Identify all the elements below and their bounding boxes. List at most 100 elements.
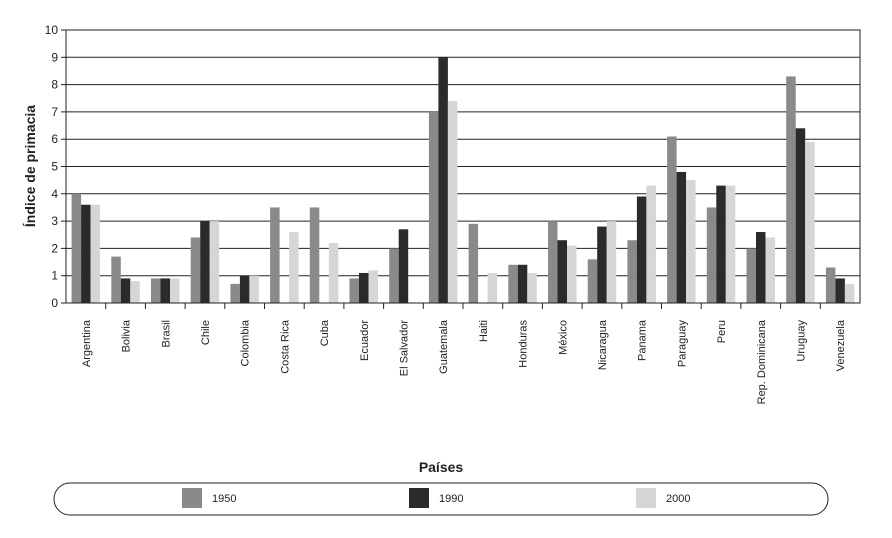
x-tick-label: Costa Rica	[279, 319, 291, 374]
y-axis-ticks: 0 1 2 3 4 5 6 7 8 9 10	[45, 23, 66, 310]
bar-1950	[667, 136, 677, 303]
bar-2000	[527, 272, 537, 303]
x-tick-label: Uruguay	[795, 320, 807, 362]
bar-2000	[130, 281, 140, 303]
bar-1990	[676, 171, 687, 303]
bar-2000	[844, 283, 855, 303]
bar-1950	[151, 278, 161, 303]
bar-1990	[359, 272, 369, 303]
bar-2000	[368, 270, 378, 303]
bars	[71, 57, 855, 304]
legend-label-2000: 2000	[666, 493, 690, 505]
x-tick-label: Paraguay	[676, 320, 688, 368]
bar-1950	[270, 207, 280, 303]
legend-swatch-1990	[409, 488, 429, 508]
x-tick-label: Bolivia	[121, 319, 133, 352]
x-tick-label: Chile	[200, 320, 212, 345]
legend-label-1950: 1950	[212, 493, 236, 505]
bar-2000	[209, 221, 220, 303]
y-axis-label: Índice de primacia	[22, 105, 38, 227]
bar-1990	[835, 278, 845, 303]
bar-2000	[686, 180, 696, 303]
plot-frame	[65, 29, 861, 304]
legend-swatch-2000	[636, 488, 656, 508]
bar-2000	[567, 245, 577, 303]
x-tick-label: Colombia	[240, 319, 252, 366]
bar-1950	[706, 207, 717, 303]
x-tick-label: Brasil	[160, 320, 172, 348]
bar-1990	[636, 196, 647, 303]
bar-2000	[725, 185, 736, 303]
legend: 1950 1990 2000	[53, 482, 829, 516]
bar-2000	[487, 272, 498, 303]
bar-1990	[756, 232, 766, 303]
bar-1950	[349, 278, 359, 303]
y-tick-label: 9	[51, 50, 58, 64]
x-tick-label: Nicaragua	[597, 319, 609, 370]
x-tick-label: México	[557, 320, 569, 355]
bar-2000	[765, 237, 775, 303]
bar-2000	[805, 141, 815, 303]
bar-1950	[190, 237, 201, 303]
bar-1950	[111, 256, 121, 303]
bar-1990	[517, 264, 528, 303]
y-tick-label: 4	[51, 187, 58, 201]
bar-1990	[398, 229, 409, 303]
bar-1950	[309, 207, 320, 303]
y-tick-label: 7	[51, 105, 58, 119]
x-tick-label: El Salvador	[398, 320, 410, 377]
bar-1990	[160, 278, 170, 303]
x-tick-label: Cuba	[319, 319, 331, 346]
legend-label-1990: 1990	[439, 493, 463, 505]
y-tick-label: 0	[51, 296, 58, 310]
y-tick-label: 10	[45, 23, 59, 37]
bar-1990	[120, 278, 131, 303]
x-tick-label: Ecuador	[359, 320, 371, 361]
legend-swatch-1950	[182, 488, 202, 508]
x-axis-ticks: Argentina Bolivia Brasil Chile Colombia Costa…	[81, 303, 847, 404]
bar-1990	[438, 57, 448, 303]
bar-1950	[428, 111, 439, 304]
bar-2000	[328, 242, 339, 303]
bar-1950	[825, 267, 836, 303]
y-tick-label: 1	[51, 269, 58, 283]
bar-1990	[81, 204, 91, 303]
bar-2000	[170, 278, 180, 303]
x-tick-label: Honduras	[518, 320, 530, 368]
bar-1950	[389, 248, 399, 303]
bar-2000	[646, 185, 656, 303]
gridlines	[66, 56, 860, 277]
bar-1950	[627, 240, 637, 303]
bar-1990	[200, 221, 210, 303]
bar-1950	[587, 259, 598, 303]
bar-1950	[468, 223, 479, 303]
bar-1950	[230, 283, 240, 303]
bar-1990	[557, 240, 567, 303]
x-tick-label: Peru	[716, 320, 728, 343]
x-tick-label: Rep. Dominicana	[756, 319, 768, 404]
bar-2000	[447, 100, 458, 303]
x-tick-label: Panama	[637, 319, 649, 361]
legend-frame	[53, 482, 829, 516]
bar-1950	[786, 76, 796, 303]
y-tick-label: 2	[51, 241, 58, 255]
bar-1950	[548, 221, 558, 303]
x-tick-label: Haiti	[478, 320, 490, 342]
x-tick-label: Venezuela	[835, 319, 847, 371]
x-tick-label: Guatemala	[438, 319, 450, 374]
bar-1950	[746, 248, 756, 303]
bar-2000	[249, 275, 259, 303]
y-tick-label: 6	[51, 132, 58, 146]
bar-2000	[606, 221, 617, 303]
bar-2000	[90, 204, 101, 303]
y-tick-label: 3	[51, 214, 58, 228]
bar-1990	[597, 226, 607, 303]
bar-2000	[289, 232, 299, 303]
x-tick-label: Argentina	[81, 319, 93, 367]
y-tick-label: 8	[51, 78, 58, 92]
bar-1990	[716, 185, 726, 303]
bar-1990	[795, 128, 806, 303]
bar-1950	[71, 193, 82, 303]
y-tick-label: 5	[51, 160, 58, 174]
